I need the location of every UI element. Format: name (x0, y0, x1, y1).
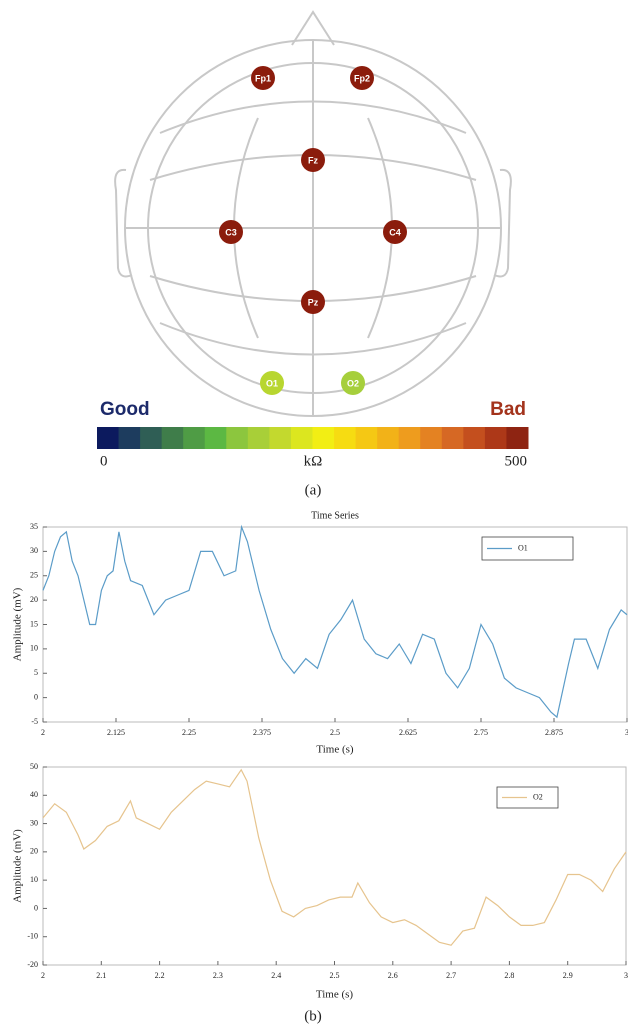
y-tick-label: 20 (30, 847, 38, 856)
right-ear (493, 168, 512, 278)
colorbar-swatch (506, 427, 529, 449)
x-axis-label: Time (s) (316, 744, 354, 756)
colorbar-swatch (334, 427, 357, 449)
y-axis-label: Amplitude (mV) (12, 587, 24, 661)
y-axis-label: Amplitude (mV) (12, 829, 24, 903)
y-tick-label: 20 (30, 595, 38, 604)
x-tick-label: 2.8 (504, 971, 514, 980)
electrode-label: O2 (347, 378, 359, 388)
x-tick-label: 2.875 (545, 728, 563, 737)
head-diagram (97, 10, 530, 422)
colorbar-unit: kΩ (304, 453, 323, 469)
x-tick-label: 2.375 (253, 728, 271, 737)
electrode (350, 66, 374, 90)
electrode-label: Pz (308, 297, 319, 307)
electrode-label: Fp2 (354, 73, 370, 83)
colorbar-swatch (398, 427, 421, 449)
x-tick-label: 3 (625, 728, 628, 737)
bad-label: Bad (490, 399, 526, 420)
y-tick-label: 0 (34, 903, 38, 912)
y-tick-label: -10 (27, 932, 38, 941)
y-tick-label: 15 (30, 619, 38, 628)
x-tick-label: 2.625 (399, 728, 417, 737)
colorbar-swatch (183, 427, 206, 449)
x-tick-label: 2.4 (271, 971, 281, 980)
y-tick-label: 40 (30, 790, 38, 799)
colorbar-swatch (290, 427, 313, 449)
electrode-label: O1 (266, 378, 278, 388)
colorbar-swatch (355, 427, 378, 449)
electrode (251, 66, 275, 90)
electrode (260, 371, 284, 395)
colorbar-swatch (377, 427, 400, 449)
chart-title: Time Series (311, 510, 359, 521)
x-tick-label: 2.75 (474, 728, 488, 737)
x-tick-label: 2.5 (330, 728, 340, 737)
x-tick-label: 2.7 (446, 971, 456, 980)
colorbar-swatch (226, 427, 249, 449)
electrode-label: Fp1 (255, 73, 271, 83)
electrode-label: C4 (389, 227, 401, 237)
x-tick-label: 2.1 (96, 971, 106, 980)
arc (159, 100, 467, 134)
colorbar-max: 500 (505, 453, 528, 469)
y-tick-label: 30 (30, 546, 38, 555)
x-tick-label: 2 (41, 971, 45, 980)
legend-box (481, 536, 574, 561)
y-tick-label: 25 (30, 571, 38, 580)
nose (291, 10, 335, 46)
colorbar-min: 0 (100, 453, 108, 469)
legend-label: O1 (518, 543, 528, 552)
electrode (301, 290, 325, 314)
arc (159, 322, 467, 356)
y-tick-label: 10 (30, 875, 38, 884)
colorbar-swatch (204, 427, 227, 449)
colorbar-swatch (420, 427, 443, 449)
colorbar-swatch (118, 427, 141, 449)
electrode (219, 220, 243, 244)
y-tick-label: 10 (30, 644, 38, 653)
x-tick-label: 2.9 (563, 971, 573, 980)
y-tick-label: 5 (34, 668, 38, 677)
colorbar-swatch (441, 427, 464, 449)
left-ear (114, 168, 133, 278)
colorbar-swatch (484, 427, 507, 449)
electrode-label: Fz (308, 155, 318, 165)
colorbar-swatch (463, 427, 486, 449)
x-axis-label: Time (s) (316, 989, 354, 1001)
electrode (383, 220, 407, 244)
colorbar-swatch (97, 427, 120, 449)
legend-label: O2 (533, 792, 543, 801)
x-tick-label: 2.5 (330, 971, 340, 980)
y-tick-label: -5 (31, 717, 38, 726)
y-tick-label: 0 (34, 692, 38, 701)
x-tick-label: 2.2 (155, 971, 165, 980)
x-tick-label: 2 (41, 728, 45, 737)
electrode (301, 148, 325, 172)
series-line (42, 768, 627, 946)
x-tick-label: 2.25 (182, 728, 196, 737)
caption: (b) (304, 1008, 322, 1024)
colorbar-swatch (247, 427, 270, 449)
colorbar-swatch (269, 427, 292, 449)
electrode (341, 371, 365, 395)
electrode-label: C3 (225, 227, 237, 237)
y-tick-label: 50 (30, 762, 38, 771)
y-tick-label: 35 (30, 522, 38, 531)
y-tick-label: 30 (30, 818, 38, 827)
series-line (42, 524, 628, 719)
x-tick-label: 2.3 (213, 971, 223, 980)
caption: (a) (305, 482, 322, 498)
colorbar-swatch (161, 427, 184, 449)
x-tick-label: 2.125 (107, 728, 125, 737)
x-tick-label: 2.6 (388, 971, 398, 980)
legend-box (496, 786, 559, 809)
y-tick-label: -20 (27, 960, 38, 969)
colorbar-swatch (140, 427, 163, 449)
good-label: Good (100, 399, 150, 420)
x-tick-label: 3 (624, 971, 628, 980)
colorbar-swatch (312, 427, 335, 449)
